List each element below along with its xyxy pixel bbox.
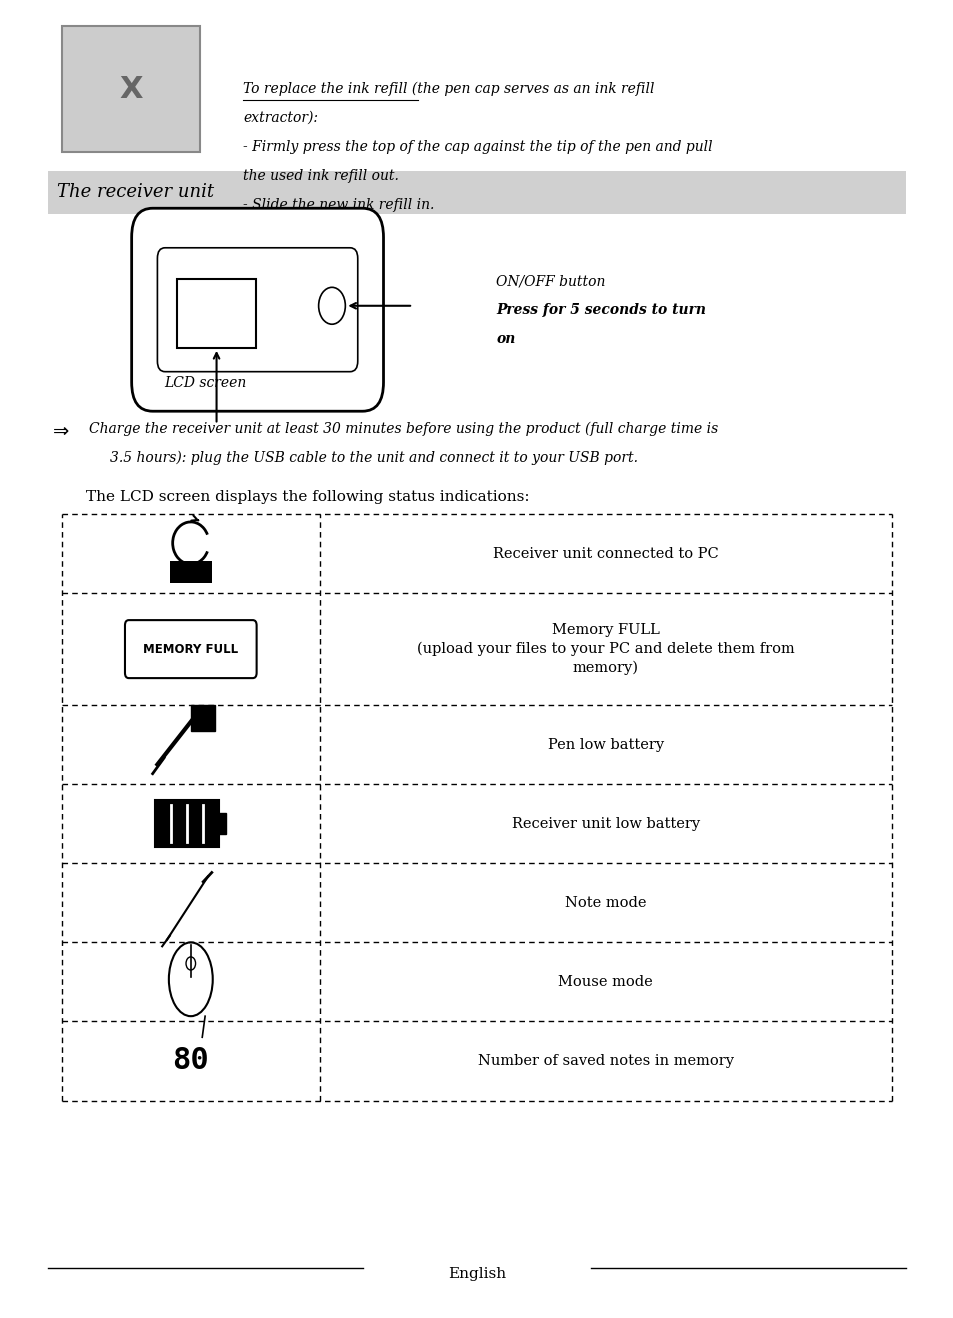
Text: X: X xyxy=(120,75,143,104)
FancyBboxPatch shape xyxy=(132,208,383,411)
Ellipse shape xyxy=(169,942,213,1016)
Text: 80: 80 xyxy=(172,1046,209,1075)
FancyBboxPatch shape xyxy=(48,171,905,214)
Text: Press for 5 seconds to turn: Press for 5 seconds to turn xyxy=(496,303,705,318)
Text: LCD screen: LCD screen xyxy=(164,376,246,390)
Text: English: English xyxy=(448,1267,505,1281)
Text: Pen low battery: Pen low battery xyxy=(547,738,663,751)
Text: on: on xyxy=(496,332,515,347)
Text: The LCD screen displays the following status indications:: The LCD screen displays the following st… xyxy=(86,490,529,505)
Text: Memory FULL
(upload your files to your PC and delete them from
memory): Memory FULL (upload your files to your P… xyxy=(416,623,794,675)
Text: Receiver unit connected to PC: Receiver unit connected to PC xyxy=(493,547,718,560)
Bar xyxy=(219,813,226,834)
Bar xyxy=(154,800,219,847)
Text: - Firmly press the top of the cap against the tip of the pen and pull: - Firmly press the top of the cap agains… xyxy=(243,140,712,154)
Bar xyxy=(191,705,214,731)
FancyBboxPatch shape xyxy=(125,619,256,677)
Text: Mouse mode: Mouse mode xyxy=(558,975,653,988)
FancyBboxPatch shape xyxy=(62,26,200,152)
Text: Number of saved notes in memory: Number of saved notes in memory xyxy=(477,1054,733,1068)
Text: the used ink refill out.: the used ink refill out. xyxy=(243,169,398,183)
Circle shape xyxy=(186,957,195,970)
FancyBboxPatch shape xyxy=(157,248,357,372)
Bar xyxy=(170,561,212,583)
Circle shape xyxy=(318,287,345,324)
FancyBboxPatch shape xyxy=(177,279,255,348)
Text: Receiver unit low battery: Receiver unit low battery xyxy=(511,817,700,830)
Text: ⇒: ⇒ xyxy=(52,422,69,440)
Text: To replace the ink refill (the pen cap serves as an ink refill: To replace the ink refill (the pen cap s… xyxy=(243,82,654,96)
Text: - Slide the new ink refill in.: - Slide the new ink refill in. xyxy=(243,198,435,212)
Text: Charge the receiver unit at least 30 minutes before using the product (full char: Charge the receiver unit at least 30 min… xyxy=(89,422,718,436)
Text: Note mode: Note mode xyxy=(564,896,646,909)
Text: extractor):: extractor): xyxy=(243,111,318,125)
Text: ON/OFF button: ON/OFF button xyxy=(496,274,605,289)
Text: MEMORY FULL: MEMORY FULL xyxy=(143,643,238,655)
Text: 3.5 hours): plug the USB cable to the unit and connect it to your USB port.: 3.5 hours): plug the USB cable to the un… xyxy=(110,451,637,465)
Text: The receiver unit: The receiver unit xyxy=(57,183,214,202)
